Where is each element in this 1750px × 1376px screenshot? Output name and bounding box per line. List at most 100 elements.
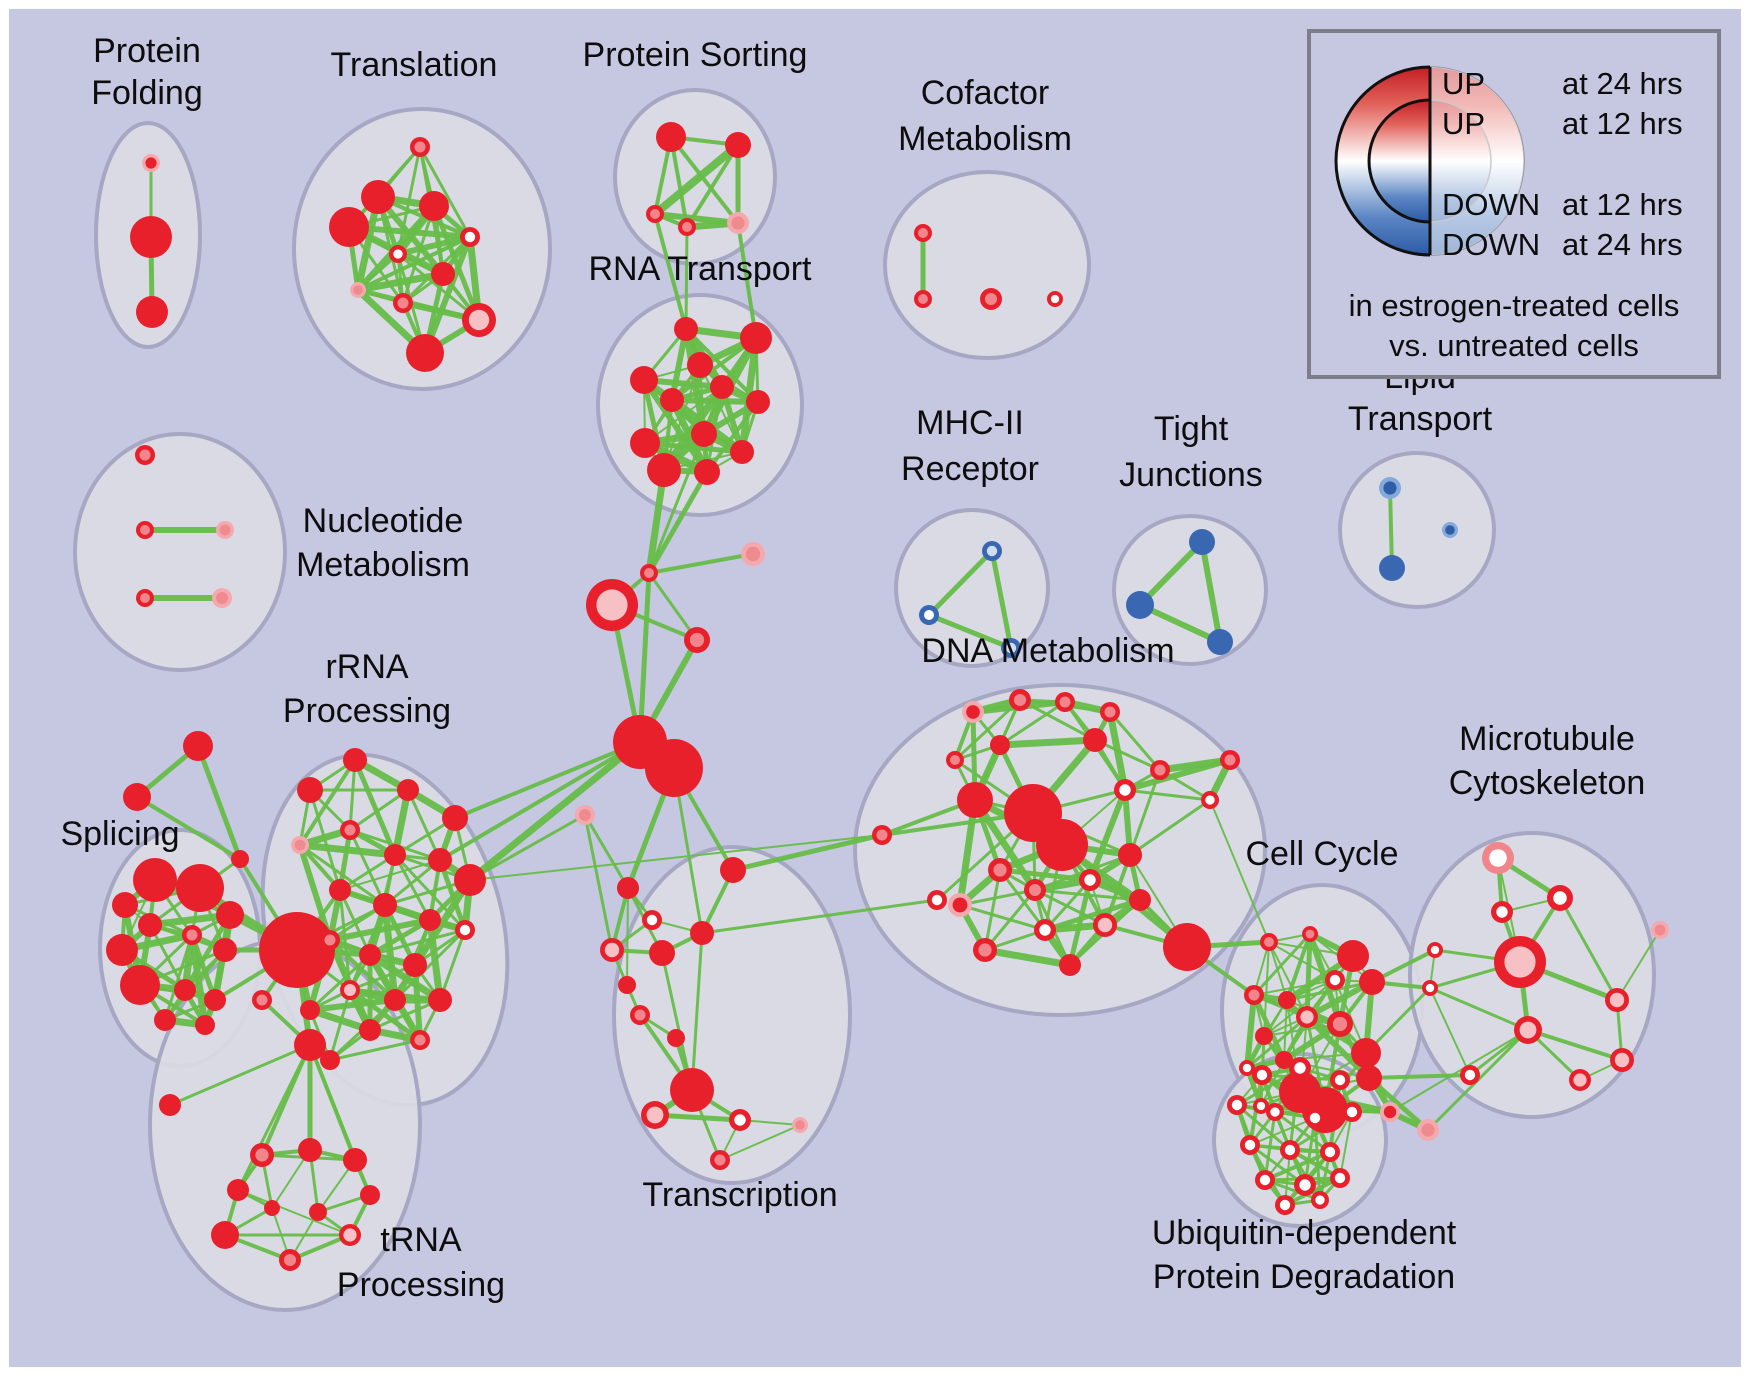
node-trna-1[interactable] — [294, 1029, 326, 1061]
node-rrna-3[interactable] — [397, 779, 419, 801]
node-sp-12[interactable] — [195, 1015, 215, 1035]
cluster-label-pf-0: Protein — [93, 32, 201, 70]
node-sp-7[interactable] — [213, 938, 237, 962]
node-rt-2[interactable] — [687, 352, 713, 378]
node-pf-1[interactable] — [130, 216, 172, 258]
node-dna-14[interactable] — [1118, 843, 1142, 867]
node-ps-0[interactable] — [656, 122, 686, 152]
cluster-label-mhc-0: MHC-II — [916, 404, 1024, 442]
node-sp-11[interactable] — [154, 1009, 176, 1031]
node-ps-1[interactable] — [725, 132, 751, 158]
node-rrna-23[interactable] — [320, 1050, 340, 1070]
node-rrna-2[interactable] — [343, 748, 367, 772]
node-rt-8[interactable] — [691, 421, 717, 447]
node-rrna-10[interactable] — [329, 879, 351, 901]
node-dna-22[interactable] — [1163, 923, 1211, 971]
node-rrna-1[interactable] — [297, 777, 323, 803]
node-sp-8[interactable] — [120, 965, 160, 1005]
node-rrna-21[interactable] — [359, 1019, 381, 1041]
node-trna-7[interactable] — [360, 1185, 380, 1205]
node-trna-2[interactable] — [159, 1094, 181, 1116]
node-dna-19[interactable] — [1129, 889, 1151, 911]
edge-ub — [1249, 1117, 1316, 1146]
node-sp-0[interactable] — [133, 858, 177, 902]
node-tc-0[interactable] — [617, 877, 639, 899]
node-cc-1-core — [1305, 929, 1315, 939]
node-tc-7[interactable] — [667, 1029, 685, 1047]
node-rt-7[interactable] — [630, 428, 660, 458]
node-trna-6[interactable] — [227, 1179, 249, 1201]
node-rt-3[interactable] — [630, 366, 658, 394]
node-tr-3[interactable] — [329, 207, 369, 247]
node-trna-12[interactable] — [264, 1200, 280, 1216]
node-cc-8[interactable] — [1255, 1027, 1273, 1045]
node-rrna-11[interactable] — [373, 893, 397, 917]
node-sp-4[interactable] — [138, 913, 162, 937]
node-rrna-8[interactable] — [428, 848, 452, 872]
node-rt-5[interactable] — [660, 388, 684, 412]
node-pf-2[interactable] — [136, 296, 168, 328]
node-rrna-0[interactable] — [259, 912, 335, 988]
node-tr-2[interactable] — [419, 191, 449, 221]
node-rrna-18[interactable] — [384, 989, 406, 1011]
node-dna-6[interactable] — [1083, 728, 1107, 752]
node-rt-1[interactable] — [740, 322, 772, 354]
node-rrna-19[interactable] — [428, 988, 452, 1012]
node-dna-9[interactable] — [957, 782, 993, 818]
node-cc-5[interactable] — [1278, 991, 1296, 1009]
node-loose-t0[interactable] — [183, 731, 213, 761]
node-trna-8[interactable] — [211, 1221, 239, 1249]
node-cc-2[interactable] — [1337, 940, 1369, 972]
node-tc-4[interactable] — [690, 921, 714, 945]
node-tr-9-core — [468, 309, 490, 331]
edge-rt — [705, 400, 760, 474]
node-tj-0[interactable] — [1189, 529, 1215, 555]
node-sp-10[interactable] — [204, 989, 226, 1011]
node-dna-21[interactable] — [1059, 954, 1081, 976]
node-cc-11[interactable] — [1351, 1038, 1381, 1068]
node-tr-6[interactable] — [431, 262, 455, 286]
node-trna-4[interactable] — [298, 1138, 322, 1162]
node-rt-11[interactable] — [694, 459, 720, 485]
node-mc-3-core — [1504, 946, 1536, 978]
node-cc-14[interactable] — [1302, 1087, 1348, 1133]
node-loose-t1[interactable] — [123, 783, 151, 811]
node-tc-5[interactable] — [720, 857, 746, 883]
node-trna-11[interactable] — [309, 1203, 327, 1221]
node-tc-8[interactable] — [670, 1068, 714, 1112]
node-cc-3[interactable] — [1359, 969, 1385, 995]
node-lt-1[interactable] — [1379, 555, 1405, 581]
node-tr-10[interactable] — [406, 334, 444, 372]
node-rt-6[interactable] — [746, 390, 770, 414]
node-rrna-20[interactable] — [300, 1000, 320, 1020]
node-loose-h1[interactable] — [645, 739, 703, 797]
node-loose-t2[interactable] — [231, 850, 249, 868]
node-rrna-4[interactable] — [442, 805, 468, 831]
node-rrna-9[interactable] — [454, 864, 486, 896]
node-sp-3[interactable] — [216, 901, 244, 929]
node-dna-5[interactable] — [990, 735, 1010, 755]
node-trna-5[interactable] — [343, 1148, 367, 1172]
node-ub-9-core — [1324, 1146, 1336, 1158]
node-rt-0[interactable] — [674, 317, 698, 341]
node-sp-2[interactable] — [112, 892, 138, 918]
node-tc-13[interactable] — [618, 976, 636, 994]
node-dna-8[interactable] — [1036, 819, 1088, 871]
node-rrna-15[interactable] — [359, 944, 381, 966]
node-rt-4[interactable] — [710, 375, 734, 399]
node-sp-1[interactable] — [176, 864, 224, 912]
node-rt-9[interactable] — [730, 440, 754, 464]
node-rrna-7[interactable] — [384, 844, 406, 866]
node-rt-10[interactable] — [647, 453, 681, 487]
node-tj-1[interactable] — [1126, 591, 1154, 619]
node-cc-10[interactable] — [1275, 1051, 1293, 1069]
node-rrna-12[interactable] — [419, 909, 441, 931]
node-tc-3[interactable] — [649, 940, 675, 966]
node-cc-12[interactable] — [1356, 1065, 1382, 1091]
node-sp-6[interactable] — [106, 934, 138, 966]
node-sp-9[interactable] — [174, 979, 196, 1001]
node-dna-11-core — [1154, 764, 1166, 776]
node-rrna-16[interactable] — [403, 953, 427, 977]
node-tr-1[interactable] — [361, 180, 395, 214]
node-tj-2[interactable] — [1207, 629, 1233, 655]
